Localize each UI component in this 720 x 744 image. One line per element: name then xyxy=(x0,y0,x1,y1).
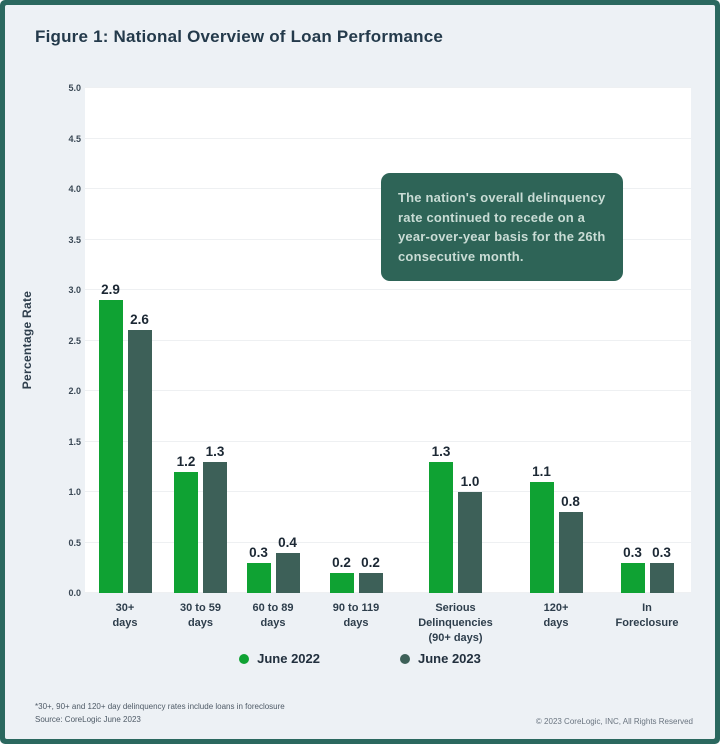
y-tick-label: 0.0 xyxy=(68,588,81,598)
gridline xyxy=(85,592,691,593)
x-axis-category-label: 120+ days xyxy=(543,602,569,629)
bar-june-2022 xyxy=(329,572,354,593)
bar-group: 0.2 0.2 xyxy=(310,88,402,593)
bar-column: 0.2 xyxy=(329,554,354,593)
bar-column: 0.4 xyxy=(275,534,300,593)
x-axis-category-label: Serious Delinquencies (90+ days) xyxy=(418,602,493,644)
bar-value-label: 0.2 xyxy=(332,554,351,570)
bar-june-2023 xyxy=(358,572,383,593)
figure-title: Figure 1: National Overview of Loan Perf… xyxy=(35,27,444,46)
bar-value-label: 0.8 xyxy=(561,494,580,510)
legend-label: June 2023 xyxy=(418,651,481,666)
bar-value-label: 2.6 xyxy=(130,312,149,328)
y-tick-label: 4.5 xyxy=(68,133,81,144)
y-tick-label: 1.5 xyxy=(68,436,81,447)
bar-column: 0.3 xyxy=(649,544,674,593)
y-tick-label: 0.5 xyxy=(68,537,81,548)
legend-item-june-2023: June 2023 xyxy=(400,651,481,666)
bar-column: 1.3 xyxy=(203,444,227,593)
x-axis-category-label: In Foreclosure xyxy=(615,602,679,629)
bar-value-label: 0.3 xyxy=(652,544,671,560)
bar-column: 2.9 xyxy=(98,282,123,593)
legend-label: June 2022 xyxy=(257,651,320,666)
gridline xyxy=(85,541,691,543)
bar-value-label: 0.2 xyxy=(361,554,380,570)
legend-dot-icon xyxy=(400,653,410,664)
gridline xyxy=(85,87,691,88)
bar-group: 0.3 0.4 xyxy=(236,88,310,593)
bar-value-label: 1.3 xyxy=(205,443,225,459)
bar-value-label: 0.4 xyxy=(278,534,297,550)
bar-column: 1.1 xyxy=(529,463,554,593)
bar-groups: 2.9 2.6 1.2 1.3 0.3 0.4 0.2 0.2 1.3 1.0 1.1 0.8 0.3 0… xyxy=(85,88,691,593)
bar-june-2023 xyxy=(127,330,152,593)
gridline xyxy=(85,491,691,492)
bar-june-2022 xyxy=(246,562,271,593)
bar-june-2023 xyxy=(458,492,482,593)
figure-footer: *30+, 90+ and 120+ day delinquency rates… xyxy=(35,701,693,726)
bar-column: 1.2 xyxy=(174,454,198,593)
bar-value-label: 1.2 xyxy=(176,453,196,469)
y-tick-label: 3.5 xyxy=(68,234,81,245)
x-axis-category-label: 30 to 59 days xyxy=(180,602,221,629)
bar-june-2023 xyxy=(275,552,300,593)
bar-june-2022 xyxy=(174,471,198,593)
figure-page: Figure 1: National Overview of Loan Perf… xyxy=(5,5,715,739)
y-axis-ticks: 5.0 4.5 4.0 3.5 3.0 2.5 2.0 1.5 1.0 0.5 0.0 xyxy=(43,83,81,598)
bar-group: 2.9 2.6 xyxy=(85,88,165,593)
chart-legend: June 2022 June 2023 xyxy=(5,651,715,666)
bar-june-2023 xyxy=(649,562,674,593)
bar-june-2022 xyxy=(620,562,645,593)
bar-june-2023 xyxy=(203,461,227,593)
y-tick-label: 1.0 xyxy=(68,487,81,497)
y-tick-label: 3.0 xyxy=(68,285,81,295)
bar-group: 1.1 0.8 xyxy=(509,88,603,593)
bar-column: 0.3 xyxy=(620,544,645,593)
bar-group: 0.3 0.3 xyxy=(603,88,691,593)
x-axis-category-label: 90 to 119 days xyxy=(332,602,380,629)
bar-value-label: 1.1 xyxy=(532,463,551,479)
bar-value-label: 0.3 xyxy=(249,544,268,560)
bar-group: 1.3 1.0 xyxy=(402,88,509,593)
gridline xyxy=(85,339,691,341)
annotation-callout: The nation's overall delinquency rate co… xyxy=(381,173,623,281)
bar-value-label: 1.3 xyxy=(431,443,451,459)
bar-column: 2.6 xyxy=(127,312,152,593)
footnote-line-2: Source: CoreLogic June 2023 xyxy=(35,714,141,724)
bar-value-label: 2.9 xyxy=(101,282,120,298)
x-axis-category-label: 60 to 89 days xyxy=(252,602,294,629)
bar-column: 0.8 xyxy=(558,494,583,593)
legend-dot-icon xyxy=(239,653,250,664)
copyright-text: © 2023 CoreLogic, INC, All Rights Reserv… xyxy=(535,717,693,726)
footnote-line-1: *30+, 90+ and 120+ day delinquency rates… xyxy=(35,702,285,712)
bar-june-2022 xyxy=(429,461,453,593)
x-axis-labels: 30+ days 30 to 59 days 60 to 89 days 90 to 119… xyxy=(85,601,691,646)
bar-value-label: 0.3 xyxy=(623,544,642,560)
y-tick-label: 2.5 xyxy=(68,335,81,346)
gridline xyxy=(85,390,691,391)
y-tick-label: 4.0 xyxy=(68,184,81,194)
y-tick-label: 5.0 xyxy=(68,83,81,93)
x-axis-category-label: 30+ days xyxy=(112,602,138,629)
bar-column: 1.3 xyxy=(429,444,453,593)
bar-column: 0.2 xyxy=(358,554,383,593)
legend-item-june-2022: June 2022 xyxy=(239,651,320,666)
bar-group: 1.2 1.3 xyxy=(165,88,236,593)
bar-june-2022 xyxy=(529,481,554,593)
footnote: *30+, 90+ and 120+ day delinquency rates… xyxy=(35,701,285,726)
bar-column: 1.0 xyxy=(458,474,482,593)
bar-column: 0.3 xyxy=(246,544,271,593)
y-tick-label: 2.0 xyxy=(68,386,81,396)
bar-june-2023 xyxy=(558,512,583,593)
plot-area: 2.9 2.6 1.2 1.3 0.3 0.4 0.2 0.2 1.3 1.0 1.1 0.8 0.3 0… xyxy=(85,87,691,593)
bar-june-2022 xyxy=(98,300,123,593)
bar-value-label: 1.0 xyxy=(460,474,480,489)
gridline xyxy=(85,289,691,290)
gridline xyxy=(85,137,691,139)
y-axis-title: Percentage Rate xyxy=(20,290,34,390)
gridline xyxy=(85,440,691,442)
